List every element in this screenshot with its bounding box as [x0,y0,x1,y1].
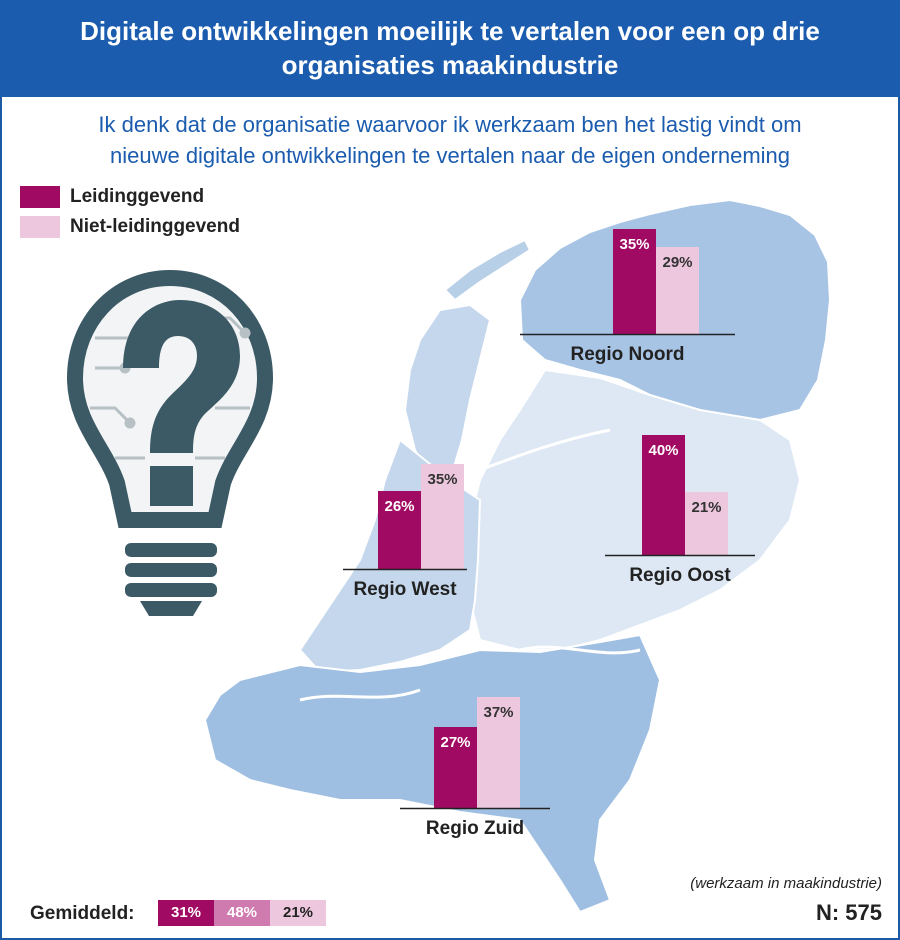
lightbulb-question-icon [66,269,274,616]
average-label: Gemiddeld: [30,903,135,924]
category-label-regio-oost: Regio Oost [629,565,731,586]
chart-title: Digitale ontwikkelingen moeilijk te vert… [20,14,880,82]
data-label-leidinggevend-regio-oost: 40% [648,442,678,459]
legend-swatch-niet-leidinggevend [20,216,60,238]
title-line-2: organisaties maakindustrie [281,50,619,80]
bar-group-regio-zuid: 27% 37% Regio Zuid [400,697,550,839]
bar-leidinggevend-regio-oost [642,435,685,555]
legend-label-leidinggevend: Leidinggevend [70,186,205,207]
bar-niet-leidinggevend-regio-oost [685,492,728,555]
legend-label-niet-leidinggevend: Niet-leidinggevend [70,216,240,237]
subtitle-line-2: nieuwe digitale ontwikkelingen te vertal… [109,143,790,168]
bar-group-regio-oost: 40% 21% Regio Oost [605,435,755,586]
data-label-niet-leidinggevend-regio-zuid: 37% [483,704,513,721]
bar-leidinggevend-regio-west [378,491,421,569]
bar-group-regio-west: 26% 35% Regio West [343,464,467,600]
bar-group-regio-noord: 35% 29% Regio Noord [520,229,735,365]
bar-niet-leidinggevend-regio-zuid [477,697,520,808]
bar-leidinggevend-regio-zuid [434,727,477,808]
data-label-leidinggevend-regio-zuid: 27% [440,734,470,751]
sample-size: N: 575 [815,900,882,925]
average-value-total: 48% [214,900,270,926]
data-label-leidinggevend-regio-west: 26% [384,498,414,515]
map-water [299,428,641,702]
category-label-regio-west: Regio West [353,579,457,600]
data-label-niet-leidinggevend-regio-noord: 29% [662,254,692,271]
title-line-1: Digitale ontwikkelingen moeilijk te vert… [80,16,820,46]
bar-niet-leidinggevend-regio-noord [656,247,699,334]
category-label-regio-zuid: Regio Zuid [426,818,524,839]
map-islands [443,238,532,302]
subtitle-line-1: Ik denk dat de organisatie waarvoor ik w… [98,112,802,137]
bar-leidinggevend-regio-noord [613,229,656,334]
chart-subtitle: Ik denk dat de organisatie waarvoor ik w… [20,109,880,171]
header-bar [0,0,900,97]
map-region-south [203,633,662,914]
data-label-niet-leidinggevend-regio-west: 35% [427,471,457,488]
bar-niet-leidinggevend-regio-west [421,464,464,569]
data-label-leidinggevend-regio-noord: 35% [619,236,649,253]
average-value-niet-leidinggevend: 21% [270,900,326,926]
data-label-niet-leidinggevend-regio-oost: 21% [691,499,721,516]
legend-swatch-leidinggevend [20,186,60,208]
category-label-regio-noord: Regio Noord [571,344,685,365]
average-value-leidinggevend: 31% [158,900,214,926]
footnote: (werkzaam in maakindustrie) [690,875,882,892]
